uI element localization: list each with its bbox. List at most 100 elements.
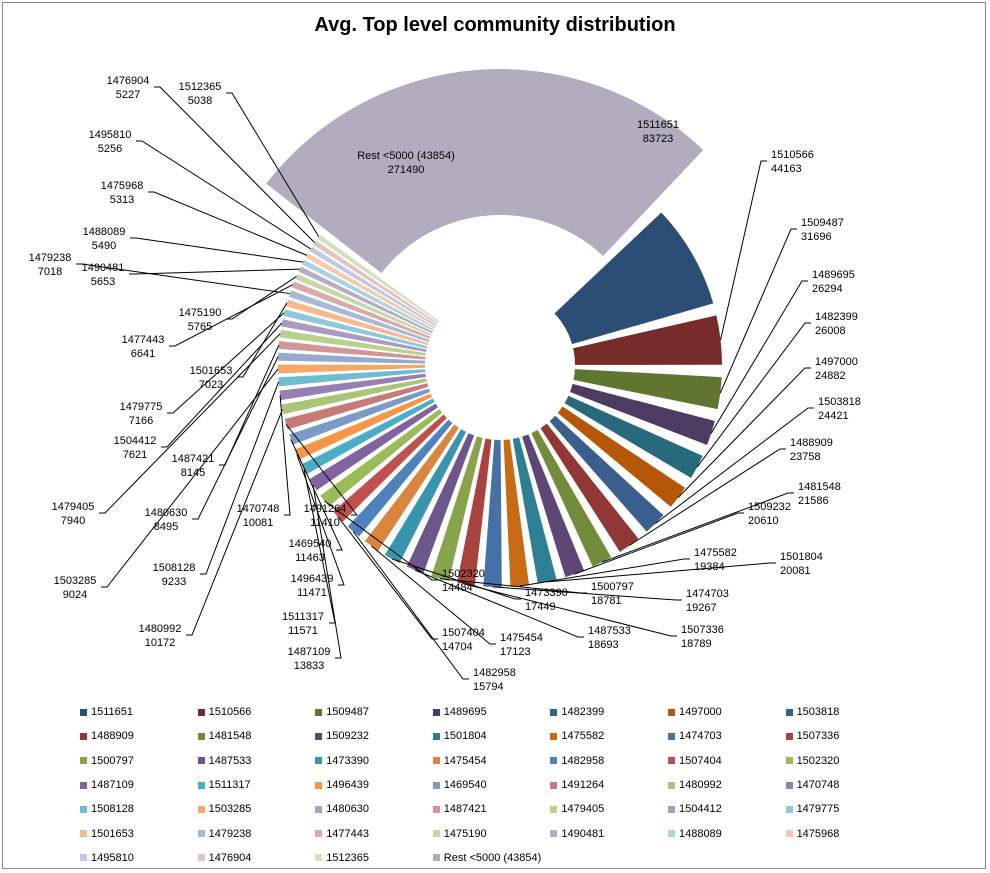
leader-line-1482958: [352, 531, 469, 680]
leader-line-1503818: [655, 407, 814, 525]
data-label-value: 23758: [790, 451, 821, 463]
legend-label: 1474703: [678, 730, 722, 743]
legend-label: 1511651: [91, 706, 134, 719]
leader-line-1470748: [279, 395, 291, 516]
pie-slice-1480630: [278, 352, 426, 364]
leader-line-1500797: [439, 578, 587, 594]
legend-item-1509487: 1509487: [315, 700, 433, 724]
pie-slice-1470748: [279, 373, 426, 401]
leader-line-1474703: [492, 586, 682, 601]
data-label-category: 1503818: [818, 396, 861, 408]
legend-swatch: [315, 854, 323, 862]
data-label-value: 5313: [110, 194, 134, 206]
legend-item-1496439: 1496439: [315, 773, 433, 797]
data-label-1476904: 1476904 5227: [107, 75, 150, 101]
legend-item-1487109: 1487109: [80, 773, 198, 797]
legend-item-1477443: 1477443: [315, 821, 433, 845]
data-label-value: 11463: [295, 552, 325, 564]
data-label-1511651: 1511651 83723: [637, 119, 679, 145]
legend-label: 1480630: [326, 803, 370, 816]
leader-line-1475190: [226, 276, 297, 320]
legend-label: 1487109: [91, 779, 134, 792]
legend-swatch: [785, 757, 793, 765]
legend-swatch: [550, 708, 558, 716]
data-label-value: 24421: [818, 410, 849, 422]
legend-swatch: [785, 732, 793, 740]
legend-item-1507336: 1507336: [785, 724, 904, 748]
data-label-1473390: 1473390 17449: [525, 587, 568, 613]
legend-label: 1479405: [561, 803, 605, 816]
data-label-value: 7023: [199, 379, 223, 391]
legend-label: 1501653: [91, 827, 134, 840]
legend-swatch: [197, 708, 205, 716]
leader-line-1488089: [130, 237, 304, 263]
leader-line-1497000: [677, 367, 811, 498]
data-label-1482958: 1482958 15794: [473, 667, 516, 693]
legend-swatch: [80, 805, 87, 813]
data-label-category: 1475454: [500, 632, 543, 644]
data-label-1469540: 1469540 11463: [289, 538, 332, 564]
data-label-category: 1500797: [591, 581, 634, 593]
legend-item-1495810: 1495810: [80, 846, 198, 870]
legend-item-1474703: 1474703: [667, 724, 786, 748]
leader-line-1475454: [371, 545, 496, 645]
leader-line-1507336: [465, 583, 677, 637]
data-label-value: 7018: [38, 266, 62, 278]
data-label-value: 14484: [442, 582, 473, 594]
data-label-1509487: 1509487 31696: [801, 217, 844, 243]
legend-item-1473390: 1473390: [315, 749, 433, 773]
data-label-category: 1488089: [83, 226, 126, 238]
legend-item-1502320: 1502320: [785, 749, 904, 773]
data-label-value: 24882: [815, 370, 846, 382]
data-label-value: 26008: [815, 325, 846, 337]
leader-line-1491264: [285, 423, 359, 516]
data-label-value: 26294: [812, 283, 843, 295]
data-label-value: 7940: [61, 515, 85, 527]
pie-slice-1501653: [285, 299, 429, 346]
legend-label: 1490481: [561, 827, 605, 840]
legend-label: 1479238: [208, 827, 252, 840]
pie-slice-1482399: [564, 395, 703, 478]
pie-slice-1481548: [531, 429, 612, 567]
legend-item-1511651: 1511651: [80, 700, 198, 724]
data-label-category: 1474703: [686, 588, 729, 600]
leader-line-1508128: [200, 381, 280, 575]
data-label-1477443: 1477443 6641: [122, 334, 165, 360]
pie-slice-1473390: [384, 429, 467, 563]
data-label-value: 14704: [442, 641, 473, 653]
legend-item-1475454: 1475454: [432, 749, 551, 773]
data-label-1488089: 1488089 5490: [83, 226, 126, 252]
legend-item-1475582: 1475582: [550, 724, 668, 748]
data-label-value: 5038: [188, 95, 212, 107]
data-label-value: 5227: [116, 89, 140, 101]
data-label-1481548: 1481548 21586: [798, 481, 841, 507]
data-label-1508128: 1508128 9233: [153, 562, 196, 588]
pie-slice-1487421: [278, 341, 426, 360]
legend-label: 1482958: [561, 754, 605, 767]
data-label-value: 18781: [591, 595, 622, 607]
data-label-value: 7166: [129, 415, 153, 427]
data-label-category: 1487533: [588, 625, 631, 637]
legend-item-1469540: 1469540: [432, 773, 551, 797]
pie-slice-1475968: [305, 253, 436, 329]
legend-swatch: [80, 781, 87, 789]
legend-item-1504412: 1504412: [667, 797, 786, 821]
data-label-1479775: 1479775 7166: [120, 401, 163, 427]
pie-slice-1512365: [317, 234, 440, 323]
legend-item-1488909: 1488909: [80, 724, 198, 748]
leader-line-1512365: [226, 92, 320, 238]
legend-label: 1488089: [678, 827, 722, 840]
legend-swatch: [550, 781, 558, 789]
pie-slice-1482958: [347, 419, 453, 537]
chart-title: Avg. Top level community distribution: [314, 14, 676, 36]
legend-swatch: [80, 830, 87, 838]
data-label-value: 15794: [473, 681, 504, 693]
legend-item-1481548: 1481548: [197, 724, 316, 748]
legend-item-1479405: 1479405: [550, 797, 668, 821]
pie-slice-1511317: [301, 398, 435, 475]
legend-swatch: [80, 757, 87, 765]
legend-label: 1510566: [208, 706, 252, 719]
legend-swatch: [197, 854, 205, 862]
data-label-value: 5653: [91, 276, 115, 288]
legend-item-rest-5000-43854: Rest <5000 (43854): [432, 846, 551, 870]
